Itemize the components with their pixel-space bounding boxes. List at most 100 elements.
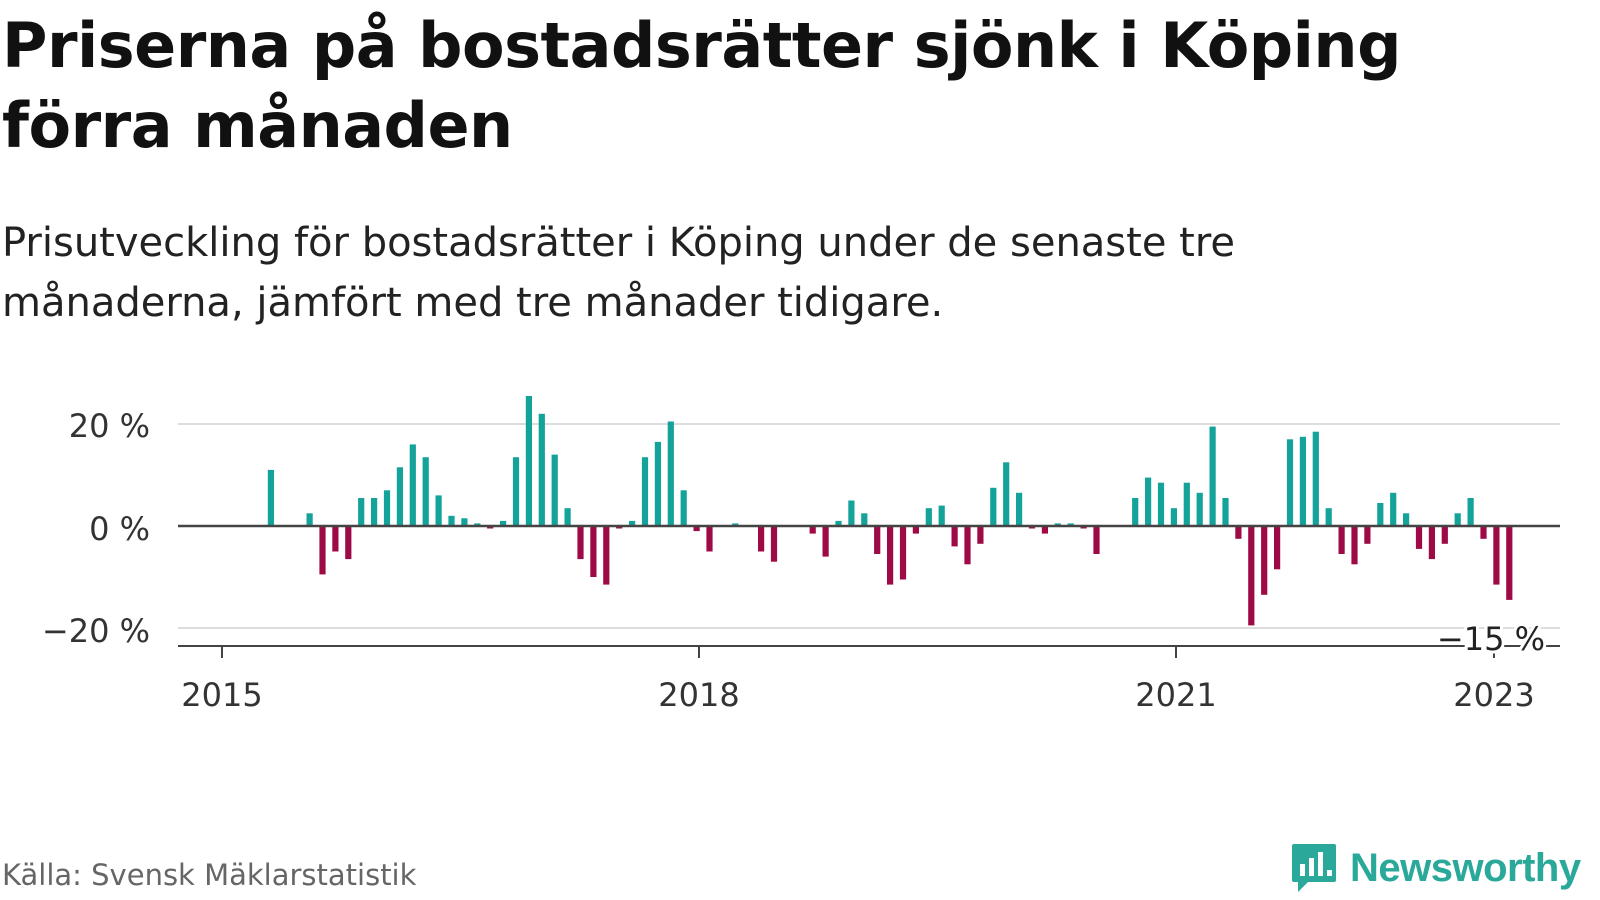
bar xyxy=(899,526,907,580)
bar xyxy=(977,526,984,544)
bar xyxy=(1351,526,1358,565)
bar xyxy=(770,526,778,562)
bar xyxy=(951,526,958,547)
source-note: Källa: Svensk Mäklarstatistik xyxy=(2,858,417,892)
grid-lines xyxy=(178,423,1560,629)
bar xyxy=(938,505,945,526)
bar xyxy=(1415,526,1423,549)
bar xyxy=(1338,526,1345,554)
bar xyxy=(512,457,520,526)
y-tick-label: 20 % xyxy=(69,407,150,445)
bar xyxy=(1506,526,1513,600)
bar xyxy=(1286,439,1294,526)
chart-title: Priserna på bostadsrätter sjönk i Köping… xyxy=(2,9,1401,162)
bar xyxy=(1312,431,1319,526)
bar xyxy=(964,526,971,565)
bar xyxy=(1132,498,1139,526)
bar xyxy=(1390,492,1397,526)
bar xyxy=(654,441,661,526)
x-tick-label: 2015 xyxy=(181,676,262,714)
bar xyxy=(332,526,339,552)
bar xyxy=(1170,508,1177,526)
bar xyxy=(732,523,739,526)
bar xyxy=(1274,526,1281,570)
bar xyxy=(474,523,481,526)
newsworthy-logo-icon xyxy=(1292,844,1336,892)
bar xyxy=(551,454,558,526)
bar xyxy=(809,526,816,534)
bar xyxy=(396,467,403,526)
bar xyxy=(874,526,881,554)
bar xyxy=(1364,526,1371,544)
bar xyxy=(1041,526,1048,534)
bar xyxy=(383,490,391,526)
bar xyxy=(1067,523,1074,526)
bar xyxy=(641,457,649,526)
bar xyxy=(861,513,868,527)
bar xyxy=(1235,526,1242,539)
bar xyxy=(822,526,829,557)
x-tick-label: 2018 xyxy=(658,676,739,714)
bar xyxy=(590,526,597,577)
bar xyxy=(319,526,326,575)
bar xyxy=(835,520,842,526)
bar xyxy=(1299,436,1306,527)
newsworthy-logo: Newsworthy xyxy=(1290,840,1581,896)
bar xyxy=(267,469,274,526)
bar xyxy=(345,526,352,560)
bar xyxy=(1428,526,1435,560)
x-tick-label: 2021 xyxy=(1135,676,1216,714)
bar xyxy=(912,526,919,534)
bar xyxy=(1493,526,1500,585)
bar xyxy=(990,487,997,527)
bar xyxy=(1403,513,1410,527)
bar xyxy=(1093,526,1100,554)
bar xyxy=(525,396,532,526)
bar xyxy=(564,508,571,526)
bar xyxy=(1467,498,1474,526)
bar xyxy=(1454,513,1461,527)
bar xyxy=(1261,526,1268,595)
x-tick-label: 2023 xyxy=(1453,676,1534,714)
bar xyxy=(1222,498,1229,526)
bar xyxy=(629,520,636,526)
y-tick-label: −20 % xyxy=(42,612,150,650)
bar xyxy=(1003,462,1010,526)
bar xyxy=(538,413,545,526)
bar xyxy=(1248,526,1255,626)
y-tick-label: 0 % xyxy=(89,510,150,548)
chart-subtitle: Prisutveckling för bostadsrätter i Köpin… xyxy=(2,220,1236,326)
bar xyxy=(1196,492,1203,526)
bar xyxy=(371,498,378,526)
bar xyxy=(706,526,713,552)
bar xyxy=(461,518,468,526)
bar xyxy=(1441,526,1448,544)
bar xyxy=(435,495,442,526)
bar xyxy=(1183,482,1190,526)
bar xyxy=(409,444,416,526)
bar xyxy=(1377,503,1384,526)
bar xyxy=(500,520,507,526)
bar xyxy=(887,526,894,585)
x-axis: 2015 2018 2021 2023 xyxy=(178,645,1560,714)
bar xyxy=(306,513,313,527)
brand-name: Newsworthy xyxy=(1350,845,1581,890)
bar xyxy=(1145,477,1152,526)
bar xyxy=(1054,523,1061,526)
bar xyxy=(1480,526,1487,539)
bar xyxy=(603,526,610,585)
bar-chart: 20 % 0 % −20 % 2015 2018 2021 2023 −15 % xyxy=(42,396,1560,714)
bar xyxy=(448,515,455,526)
bar xyxy=(1325,508,1332,526)
bar xyxy=(667,421,674,526)
last-value-annotation: −15 % xyxy=(1437,620,1545,658)
bars xyxy=(267,396,1513,626)
bar xyxy=(925,508,932,526)
bar xyxy=(1016,492,1023,526)
bar xyxy=(358,498,365,526)
bar xyxy=(848,500,855,526)
bar xyxy=(422,457,429,526)
y-axis: 20 % 0 % −20 % xyxy=(42,407,150,650)
bar xyxy=(693,526,700,532)
bar xyxy=(1157,482,1165,526)
